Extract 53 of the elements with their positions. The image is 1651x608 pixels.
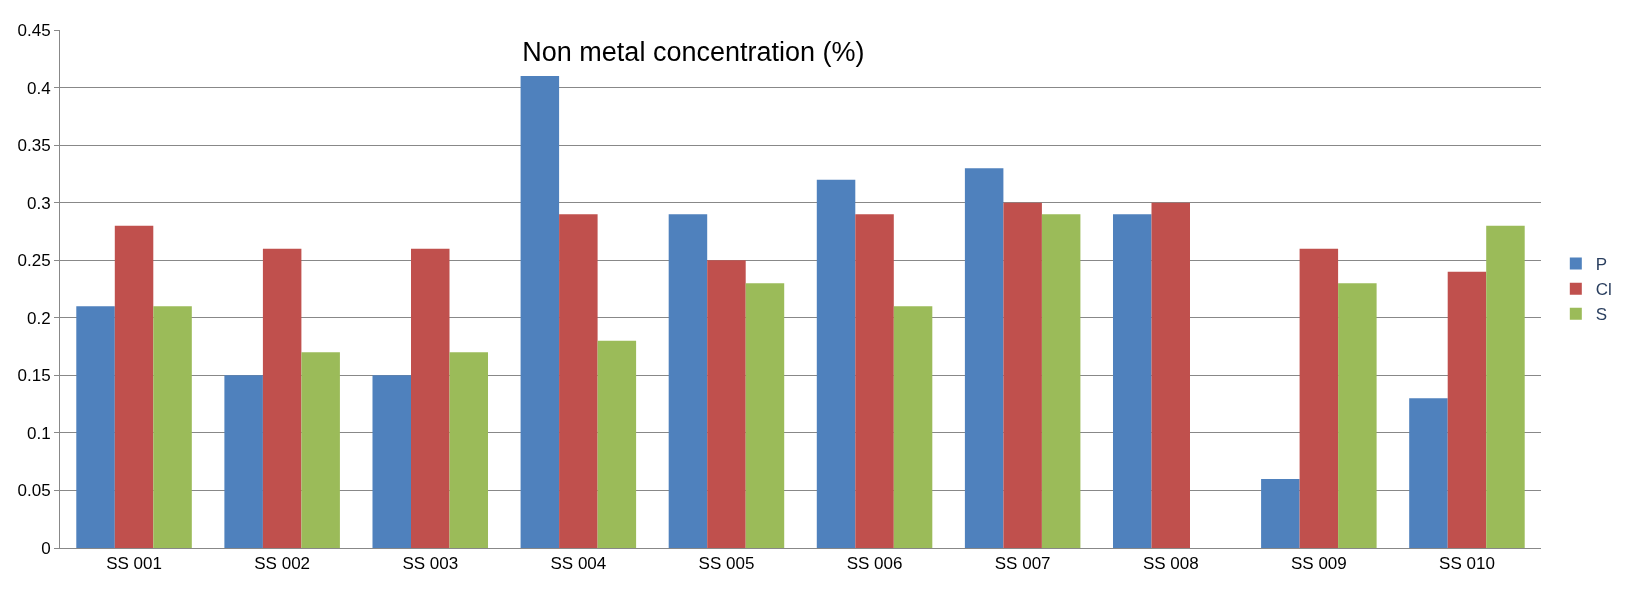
bar — [301, 352, 340, 548]
bar — [964, 168, 1004, 548]
legend-label: P — [1595, 255, 1608, 275]
x-tick-label: SS 007 — [994, 554, 1051, 574]
bar — [1261, 478, 1300, 548]
bar — [449, 352, 489, 548]
bar — [411, 248, 450, 548]
bar — [559, 214, 598, 548]
x-tick-label: SS 006 — [846, 554, 903, 574]
y-tick-label: 0 — [41, 538, 51, 558]
bar — [372, 375, 411, 548]
bar — [1338, 283, 1377, 548]
bar — [76, 306, 115, 548]
y-tick-label: 0.35 — [17, 136, 51, 156]
bar — [1299, 248, 1339, 548]
bar — [262, 248, 302, 548]
x-tick-label: SS 001 — [106, 554, 162, 574]
bar — [153, 306, 192, 548]
bar — [1486, 225, 1525, 548]
bar — [1447, 271, 1487, 548]
bar — [224, 375, 263, 548]
bar — [520, 76, 560, 548]
y-tick-label: 0.3 — [26, 193, 51, 213]
bar — [745, 283, 785, 548]
bar — [1112, 214, 1152, 548]
bar — [893, 306, 933, 548]
y-tick-label: 0.05 — [17, 481, 51, 501]
y-tick-label: 0.1 — [26, 423, 51, 443]
x-tick-label: SS 008 — [1142, 554, 1199, 574]
bar — [114, 225, 154, 548]
bar — [1003, 202, 1042, 548]
x-tick-label: SS 009 — [1290, 554, 1347, 574]
bar — [1409, 398, 1448, 548]
x-tick-label: SS 010 — [1439, 554, 1495, 574]
x-tick-label: SS 005 — [698, 554, 755, 574]
legend-label: S — [1595, 305, 1608, 325]
x-tick-label: SS 004 — [550, 554, 607, 574]
legend-label: Cl — [1595, 280, 1612, 300]
bar — [816, 179, 856, 548]
bar — [1151, 202, 1190, 548]
chart-title: Non metal concentration (%) — [522, 37, 865, 68]
y-tick-label: 0.25 — [17, 251, 51, 271]
y-tick-label: 0.45 — [17, 20, 51, 40]
bar — [855, 214, 894, 548]
bar — [707, 260, 746, 548]
x-tick-label: SS 003 — [402, 554, 459, 574]
y-tick-label: 0.2 — [26, 308, 51, 328]
bar — [597, 340, 637, 548]
bar — [1041, 214, 1081, 548]
y-tick-label: 0.4 — [26, 78, 51, 98]
y-tick-label: 0.15 — [17, 366, 51, 386]
bar — [668, 214, 708, 548]
x-tick-label: SS 002 — [254, 554, 311, 574]
